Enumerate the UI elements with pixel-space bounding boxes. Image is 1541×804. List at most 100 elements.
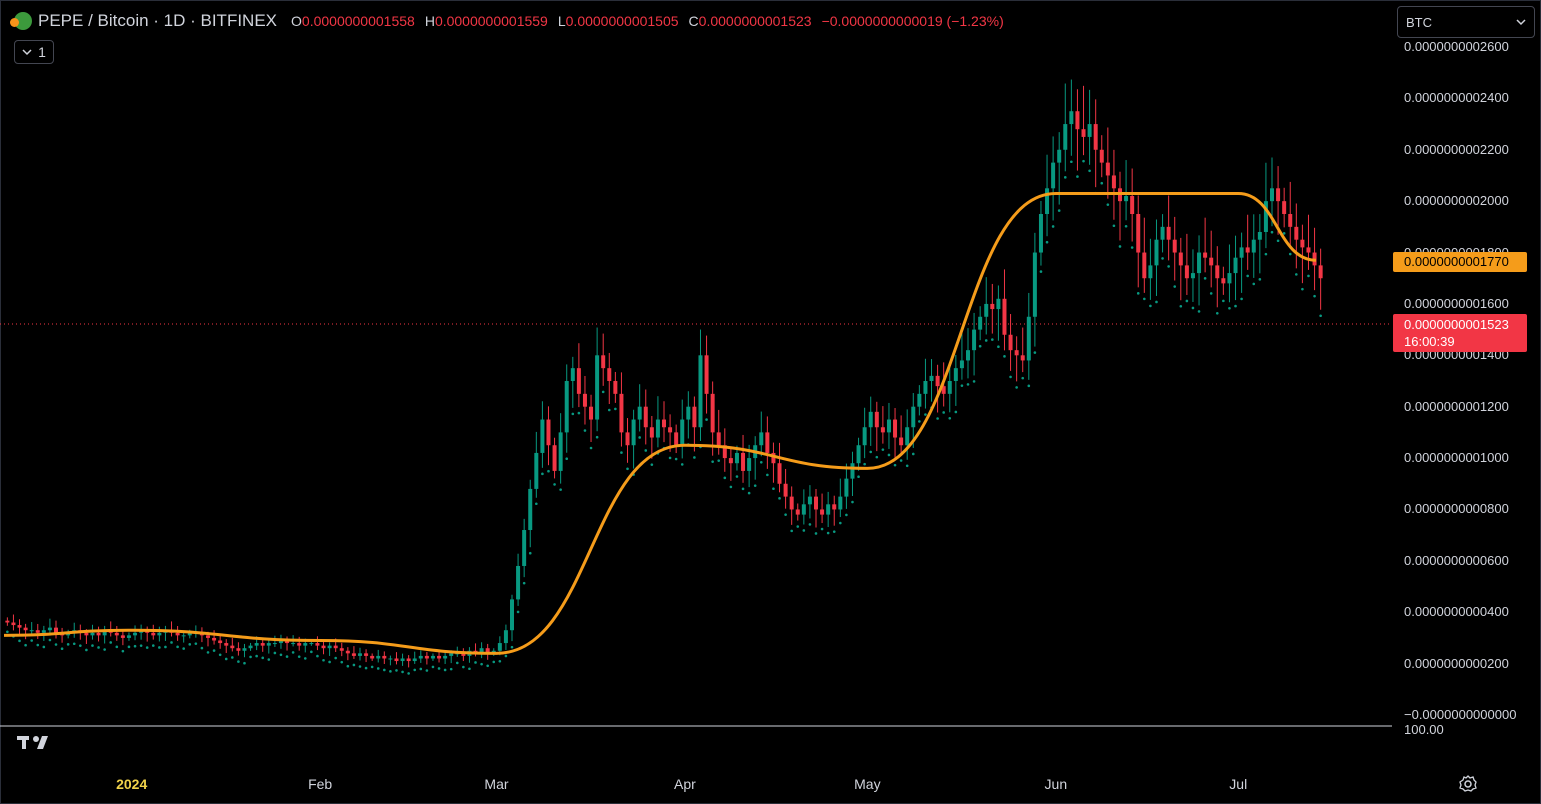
low-marker-dot <box>413 668 417 672</box>
low-marker-dot <box>1209 292 1213 295</box>
low-marker-dot <box>1003 355 1006 358</box>
low-marker-dot <box>182 647 185 650</box>
ohlc-low-key: L <box>557 13 566 29</box>
low-marker-dot <box>291 651 295 654</box>
candle-body <box>899 437 904 446</box>
low-marker-dot <box>389 670 392 673</box>
candle-body <box>734 452 739 464</box>
candle-body <box>84 632 89 636</box>
currency-select-value: BTC <box>1406 14 1432 30</box>
low-marker-dot <box>717 459 721 462</box>
low-marker-dot <box>316 654 319 658</box>
currency-select[interactable]: BTC <box>1397 6 1535 38</box>
candle-body <box>406 658 411 662</box>
candle-body <box>1209 257 1214 266</box>
candle-body <box>674 432 679 446</box>
price-tick-label: 0.0000000000200 <box>1404 655 1509 671</box>
low-marker-dot <box>237 660 240 663</box>
candle-body <box>41 630 46 633</box>
candle-body <box>418 655 423 659</box>
low-marker-dot <box>474 661 477 664</box>
candle-body <box>923 381 928 394</box>
candle-body <box>552 445 557 471</box>
price-tick-label: 0.0000000002000 <box>1404 193 1509 209</box>
low-marker-dot <box>504 654 508 658</box>
candle-body <box>966 350 970 361</box>
candle-body <box>1294 226 1299 240</box>
candle-body <box>959 360 964 369</box>
candle-body <box>175 632 180 636</box>
low-marker-dot <box>407 672 410 675</box>
candle-body <box>686 406 691 420</box>
candle-body <box>376 655 381 659</box>
candle-body <box>497 643 502 651</box>
low-marker-dot <box>462 665 465 669</box>
indicators-toggle-button[interactable]: 1 <box>14 40 54 64</box>
candle-body <box>692 406 697 428</box>
candle-body <box>29 630 34 632</box>
candle-body <box>394 658 399 662</box>
tradingview-logo-icon[interactable] <box>16 732 56 750</box>
low-marker-dot <box>1112 224 1116 228</box>
candle-body <box>601 355 606 369</box>
symbol-title[interactable]: PEPE / Bitcoin · 1D · BITFINEX <box>38 11 278 30</box>
candle-body <box>224 643 229 646</box>
candle-body <box>23 627 28 631</box>
chevron-down-icon <box>1516 19 1526 26</box>
low-marker-dot <box>1270 230 1274 234</box>
low-marker-dot <box>1100 181 1104 185</box>
low-marker-dot <box>650 463 654 466</box>
low-marker-dot <box>91 644 94 647</box>
candle-body <box>941 386 946 394</box>
low-marker-dot <box>778 497 781 500</box>
candle-body <box>698 355 703 428</box>
candle-body <box>625 432 630 446</box>
low-marker-dot <box>705 418 708 421</box>
candle-body <box>126 635 131 638</box>
low-marker-dot <box>437 667 441 670</box>
low-marker-dot <box>1288 252 1292 256</box>
low-marker-dot <box>991 338 994 341</box>
low-marker-dot <box>644 449 648 452</box>
low-marker-dot <box>498 659 502 663</box>
candle-body <box>631 419 636 446</box>
low-marker-dot <box>30 639 33 642</box>
candle-body <box>546 419 551 446</box>
low-marker-dot <box>255 654 258 658</box>
candle-body <box>1245 247 1250 253</box>
symbol-logo-icon <box>10 12 32 30</box>
low-marker-dot <box>972 380 976 383</box>
low-marker-dot <box>224 657 228 661</box>
low-marker-dot <box>516 610 520 614</box>
gear-icon[interactable] <box>1458 774 1478 794</box>
low-marker-dot <box>194 642 198 645</box>
low-marker-dot <box>1009 375 1012 379</box>
low-marker-dot <box>468 667 471 671</box>
candle-body <box>886 419 891 433</box>
low-marker-dot <box>1203 277 1207 280</box>
low-marker-dot <box>759 460 763 464</box>
candle-body <box>722 445 727 459</box>
candle-body <box>102 630 107 636</box>
low-marker-dot <box>1136 292 1140 295</box>
candle-body <box>978 316 983 330</box>
low-marker-dot <box>383 668 386 672</box>
low-marker-dot <box>1307 274 1310 278</box>
candle-body <box>990 303 995 310</box>
low-marker-dot <box>1118 245 1122 248</box>
low-marker-dot <box>1295 273 1298 276</box>
low-marker-dot <box>1313 294 1316 298</box>
last-price-value: 0.0000000001523 <box>1404 317 1509 332</box>
low-marker-dot <box>1246 274 1249 278</box>
candle-body <box>358 653 362 656</box>
low-marker-dot <box>1155 300 1158 304</box>
low-marker-dot <box>1185 299 1189 303</box>
candle-body <box>1318 265 1323 279</box>
low-marker-dot <box>905 464 909 468</box>
candle-body <box>972 329 977 351</box>
low-marker-dot <box>510 645 514 649</box>
candle-body <box>637 406 642 420</box>
low-marker-dot <box>735 475 739 478</box>
candle-body <box>1087 124 1092 137</box>
